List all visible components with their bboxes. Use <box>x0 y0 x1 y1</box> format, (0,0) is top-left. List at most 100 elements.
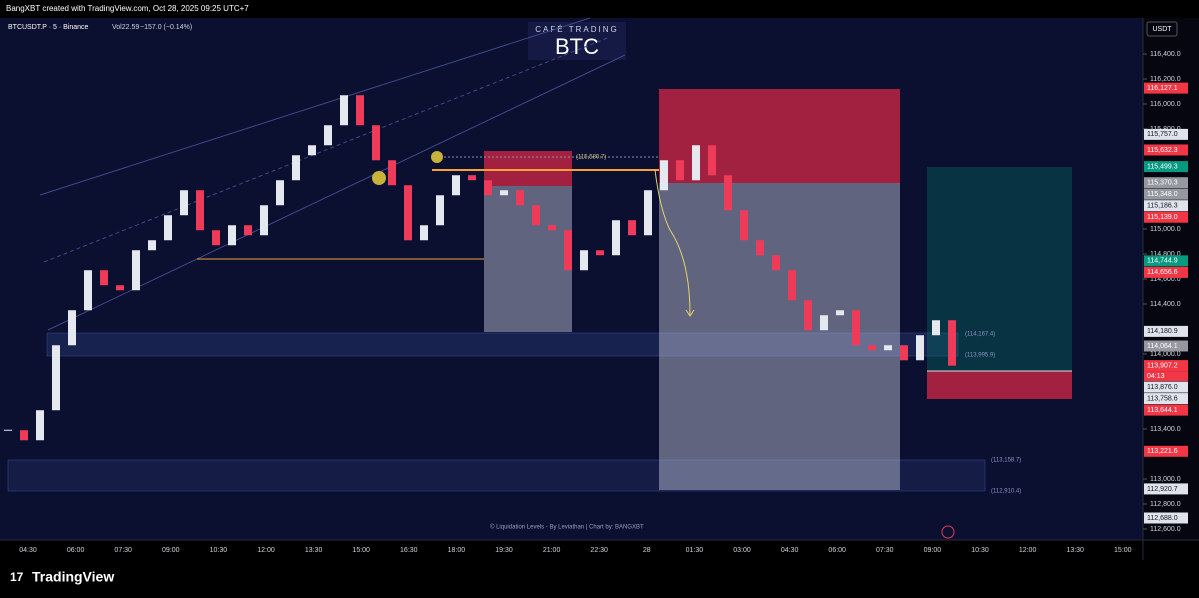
candle <box>484 180 492 196</box>
y-tick-label: 115,000.0 <box>1150 226 1181 233</box>
x-tick-label: 13:30 <box>305 547 323 554</box>
header: BangXBT created with TradingView.com, Oc… <box>6 4 249 13</box>
candle <box>276 180 284 206</box>
marker <box>431 151 443 163</box>
price-label-text: 114,064.1 <box>1147 343 1178 350</box>
price-label <box>1144 325 1188 337</box>
price-label <box>1144 200 1188 212</box>
x-tick-label: 15:00 <box>352 547 370 554</box>
candle <box>452 175 460 196</box>
y-tick-label: 114,800.0 <box>1150 251 1181 258</box>
price-label <box>1144 211 1188 223</box>
watermark: BTC <box>555 34 599 59</box>
price-label <box>1144 483 1188 495</box>
candle <box>740 210 748 241</box>
price-label <box>1144 393 1188 405</box>
price-label <box>1144 128 1188 140</box>
annotation: (115,580.7) <box>576 155 606 161</box>
candle <box>132 250 140 291</box>
candle <box>772 255 780 271</box>
x-tick-label: 09:00 <box>924 547 942 554</box>
price-label <box>1144 144 1188 156</box>
candle <box>820 315 828 331</box>
x-tick-label: 10:30 <box>971 547 989 554</box>
x-tick-label: 19:30 <box>495 547 513 554</box>
y-tick-label: 112,800.0 <box>1150 501 1181 508</box>
candle <box>84 270 92 311</box>
candle <box>164 215 172 241</box>
x-tick-label: 07:30 <box>114 547 132 554</box>
price-label-text: 115,757.0 <box>1147 131 1178 138</box>
price-label-text: 113,758.6 <box>1147 395 1178 402</box>
price-label-text: 114,656.6 <box>1147 269 1178 276</box>
x-tick-label: 03:00 <box>733 547 751 554</box>
price-label <box>1144 512 1188 524</box>
y-tick-label: 116,000.0 <box>1150 101 1181 108</box>
price-label-text: 116,127.1 <box>1147 85 1178 92</box>
candle <box>340 95 348 126</box>
candle <box>564 230 572 271</box>
price-label <box>1144 255 1188 267</box>
price-label <box>1144 177 1188 189</box>
stop-zone <box>484 151 572 186</box>
candle <box>116 285 124 291</box>
zone-band <box>7 459 986 492</box>
price-label-text: 115,348.0 <box>1147 191 1178 198</box>
plot-area <box>0 18 1143 540</box>
price-label <box>1144 82 1188 94</box>
price-label <box>1144 360 1188 372</box>
candle <box>580 250 588 271</box>
channel-mid <box>43 36 611 263</box>
x-tick-label: 13:30 <box>1066 547 1084 554</box>
candle <box>180 190 188 216</box>
x-tick-label: 22:30 <box>590 547 608 554</box>
candle <box>100 270 108 286</box>
price-label <box>1144 266 1188 278</box>
candle <box>436 195 444 226</box>
candle <box>660 160 668 191</box>
x-tick-label: 07:30 <box>876 547 894 554</box>
price-label <box>1144 188 1188 200</box>
candle <box>468 175 476 181</box>
x-tick-label: 10:30 <box>210 547 228 554</box>
x-tick-label: 04:30 <box>19 547 37 554</box>
candle <box>788 270 796 301</box>
x-tick-label: 18:00 <box>448 547 466 554</box>
candle <box>244 225 252 236</box>
candle <box>884 345 892 351</box>
candle <box>516 190 524 206</box>
alert-icon[interactable] <box>941 525 955 539</box>
candle <box>708 145 716 176</box>
price-label-text: 115,186.3 <box>1147 203 1178 210</box>
countdown-bg <box>1144 371 1188 382</box>
currency-box <box>1146 21 1178 37</box>
price-label <box>1144 161 1188 173</box>
candle <box>948 320 956 366</box>
y-tick-label: 113,400.0 <box>1150 426 1181 433</box>
x-tick-label: 16:30 <box>400 547 418 554</box>
brand-logo: 17 <box>10 570 24 584</box>
price-label <box>1144 381 1188 393</box>
x-tick-label: 09:00 <box>162 547 180 554</box>
annotation: (113,158.7) <box>991 458 1021 464</box>
candle <box>20 430 28 441</box>
candle <box>404 185 412 241</box>
y-tick-label: 114,000.0 <box>1150 351 1181 358</box>
countdown: 04:13 <box>1147 373 1165 380</box>
symbol: BTCUSDT.P · 5 · Binance <box>8 24 89 31</box>
y-tick-label: 114,400.0 <box>1150 301 1181 308</box>
y-tick-label: 113,000.0 <box>1150 476 1181 483</box>
y-tick-label: 116,400.0 <box>1150 51 1181 58</box>
x-tick-label: 01:30 <box>686 547 704 554</box>
price-label <box>1144 404 1188 416</box>
candle <box>68 310 76 346</box>
price-label-text: 112,688.0 <box>1147 515 1178 522</box>
candle <box>148 240 156 251</box>
candle <box>52 345 60 411</box>
candle <box>804 300 812 331</box>
candle <box>932 320 940 336</box>
x-tick-label: 15:00 <box>1114 547 1132 554</box>
brand: TradingView <box>32 569 114 585</box>
candle <box>676 160 684 181</box>
